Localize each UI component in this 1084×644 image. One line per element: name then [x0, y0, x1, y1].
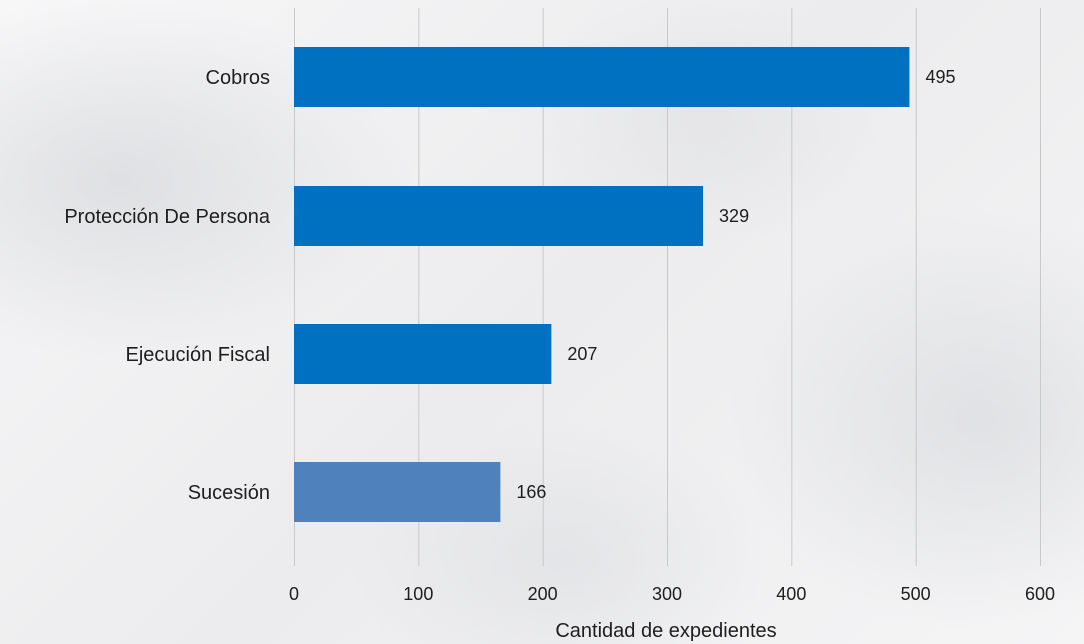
x-axis-title: Cantidad de expedientes — [555, 620, 776, 642]
bar — [294, 462, 501, 522]
category-label: Protección De Persona — [64, 206, 271, 228]
x-tick-label: 400 — [776, 584, 806, 604]
bars — [294, 47, 910, 522]
x-tick-label: 300 — [652, 584, 682, 604]
data-label: 166 — [516, 482, 546, 502]
bar — [294, 186, 704, 246]
data-label: 495 — [925, 67, 955, 87]
x-tick-labels: 0 100 200 300 400 500 600 — [289, 584, 1055, 604]
x-tick-label: 0 — [289, 584, 299, 604]
x-tick-label: 200 — [528, 584, 558, 604]
category-label: Sucesión — [188, 482, 270, 504]
data-label: 207 — [567, 344, 597, 364]
data-labels: 495 329 207 166 — [516, 67, 955, 502]
x-tick-label: 500 — [901, 584, 931, 604]
category-label: Cobros — [206, 67, 270, 89]
bar — [294, 47, 910, 107]
category-label: Ejecución Fiscal — [125, 344, 270, 366]
bar — [294, 324, 552, 384]
data-label: 329 — [719, 206, 749, 226]
x-tick-label: 100 — [403, 584, 433, 604]
category-labels: Cobros Protección De Persona Ejecución Fis… — [64, 67, 271, 504]
x-tick-label: 600 — [1025, 584, 1055, 604]
